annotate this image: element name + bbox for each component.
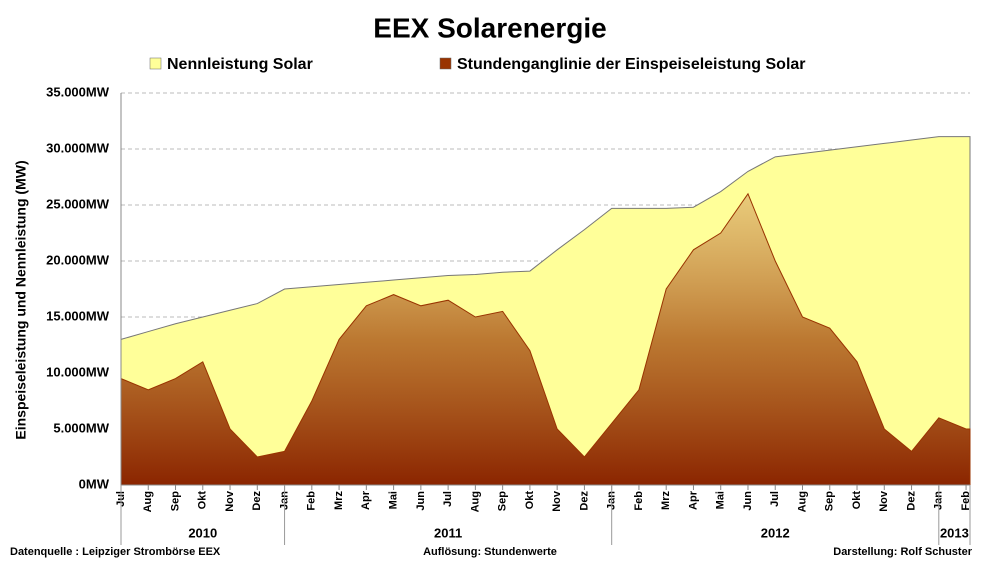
legend-label: Stundenganglinie der Einspeiseleistung S…	[457, 56, 806, 73]
year-label: 2013	[940, 525, 969, 540]
x-tick-label: Sep	[169, 491, 181, 511]
x-tick-label: Apr	[360, 490, 372, 510]
footer-author: Darstellung: Rolf Schuster	[833, 546, 972, 558]
y-tick-label: 10.000MW	[46, 364, 110, 379]
x-tick-label: Feb	[960, 491, 972, 511]
x-tick-label: Aug	[142, 491, 154, 512]
x-tick-label: Aug	[469, 491, 481, 512]
x-tick-label: Sep	[824, 491, 836, 511]
x-tick-label: Mrz	[660, 491, 672, 510]
x-tick-label: Feb	[306, 491, 318, 511]
x-tick-label: Okt	[851, 491, 863, 510]
y-tick-label: 15.000MW	[46, 308, 110, 323]
y-tick-label: 0MW	[79, 476, 110, 491]
legend-swatch	[149, 57, 162, 70]
x-tick-label: Dez	[251, 491, 263, 511]
x-tick-label: Dez	[578, 491, 590, 511]
x-tick-label: Jul	[442, 491, 454, 507]
y-tick-label: 30.000MW	[46, 140, 110, 155]
x-tick-label: Sep	[497, 491, 509, 511]
x-tick-label: Okt	[197, 491, 209, 510]
x-tick-label: Nov	[551, 490, 563, 512]
year-label: 2012	[761, 525, 790, 540]
y-tick-label: 5.000MW	[53, 420, 109, 435]
x-tick-label: Feb	[633, 491, 645, 511]
x-tick-label: Mrz	[333, 491, 345, 510]
y-tick-label: 20.000MW	[46, 252, 110, 267]
x-tick-label: Jun	[415, 491, 427, 511]
legend-swatch	[439, 57, 452, 70]
chart-title: EEX Solarenergie	[373, 12, 606, 43]
y-axis-label: Einspeiseleistung und Nennleistung (MW)	[13, 160, 29, 439]
x-tick-label: Nov	[878, 490, 890, 512]
x-tick-label: Mai	[388, 491, 400, 509]
x-tick-label: Jul	[769, 491, 781, 507]
x-tick-label: Dez	[905, 491, 917, 511]
x-tick-label: Apr	[687, 490, 699, 510]
x-tick-label: Jun	[742, 491, 754, 511]
y-tick-label: 35.000MW	[46, 84, 110, 99]
feed-in-area	[120, 192, 971, 486]
x-tick-label: Okt	[524, 491, 536, 510]
y-tick-label: 25.000MW	[46, 196, 110, 211]
x-tick-label: Mai	[715, 491, 727, 509]
footer-source: Datenquelle : Leipziger Strombörse EEX	[10, 546, 221, 558]
x-tick-label: Aug	[796, 491, 808, 512]
footer-resolution: Auflösung: Stundenwerte	[423, 546, 557, 558]
x-tick-label: Nov	[224, 490, 236, 512]
year-label: 2010	[188, 525, 217, 540]
legend-label: Nennleistung Solar	[167, 56, 313, 73]
year-label: 2011	[434, 525, 462, 540]
